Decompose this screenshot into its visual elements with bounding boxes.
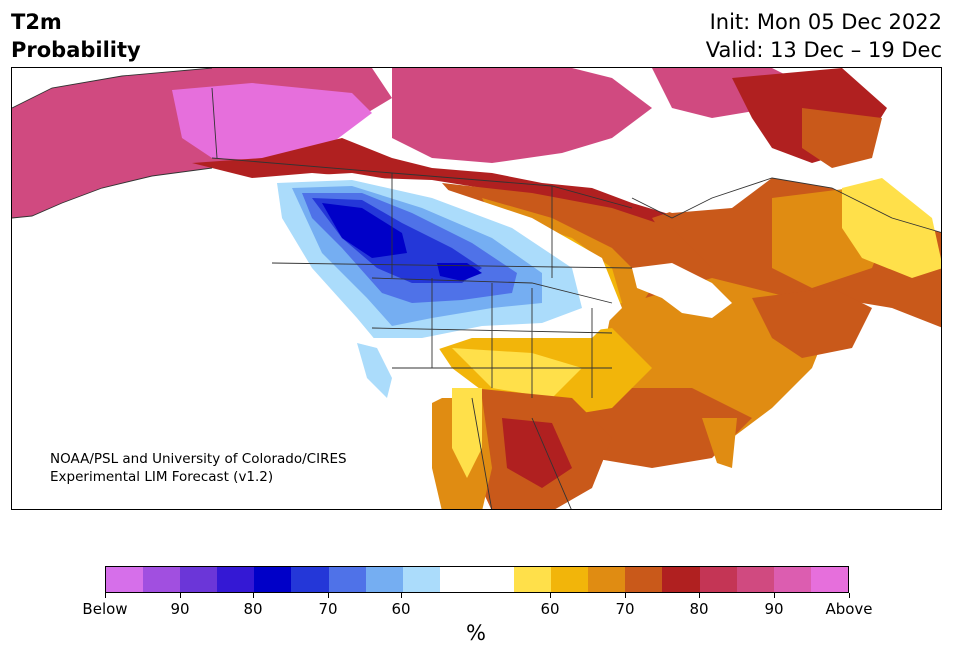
colorbar-swatch <box>699 567 737 592</box>
probability-colorbar <box>105 566 849 593</box>
probability-map <box>12 68 941 509</box>
title-line-1: T2m <box>11 10 62 34</box>
colorbar-tickmark <box>774 593 775 598</box>
colorbar-swatch <box>625 567 663 592</box>
colorbar-swatch <box>143 567 181 592</box>
colorbar-swatch <box>365 567 403 592</box>
colorbar-tickmark <box>550 593 551 598</box>
valid-range: Valid: 13 Dec – 19 Dec <box>705 38 942 62</box>
cold-navy-2 <box>437 263 482 281</box>
great-lakes <box>632 263 732 318</box>
northeast-red <box>752 288 872 358</box>
colorbar-tickmark <box>105 593 106 598</box>
california-blue <box>357 343 392 398</box>
title-line-2: Probability <box>11 38 141 62</box>
credit-line-2: Experimental LIM Forecast (v1.2) <box>50 469 274 485</box>
colorbar-tick-label: 70 <box>615 600 635 618</box>
colorbar-swatch <box>439 567 477 592</box>
colorbar-swatch <box>810 567 848 592</box>
colorbar-tick-label: 60 <box>540 600 560 618</box>
colorbar-swatch <box>180 567 218 592</box>
forecast-dates: Init: Mon 05 Dec 2022 Valid: 13 Dec – 19… <box>706 8 942 64</box>
colorbar-unit: % <box>466 621 486 645</box>
colorbar-swatch <box>476 567 515 592</box>
colorbar-swatch <box>662 567 700 592</box>
colorbar-tickmark <box>401 593 402 598</box>
init-date: Init: Mon 05 Dec 2022 <box>709 10 942 34</box>
plains-yellow <box>452 348 582 398</box>
political-boundaries <box>12 68 941 509</box>
map-panel: NOAA/PSL and University of Colorado/CIRE… <box>11 67 942 510</box>
colorbar-tickmark <box>849 593 850 598</box>
baffin-orange <box>802 108 882 168</box>
hudson-bay <box>612 148 772 213</box>
credit-line-1: NOAA/PSL and University of Colorado/CIRE… <box>50 451 347 467</box>
forecast-credit: NOAA/PSL and University of Colorado/CIRE… <box>50 450 347 486</box>
colorbar-tick-label: 80 <box>689 600 709 618</box>
colorbar-tickmark <box>699 593 700 598</box>
colorbar-tickmark <box>180 593 181 598</box>
colorbar-swatch <box>328 567 366 592</box>
colorbar-tick-label: 70 <box>318 600 338 618</box>
colorbar-tick-label: 90 <box>170 600 190 618</box>
colorbar-tickmark <box>328 593 329 598</box>
colorbar-swatch <box>254 567 292 592</box>
colorbar-swatch <box>291 567 329 592</box>
arctic-islands <box>392 68 652 163</box>
labrador-yellow <box>842 178 941 278</box>
colorbar-tick-label: 60 <box>391 600 411 618</box>
colorbar-swatch <box>514 567 552 592</box>
colorbar-tick-label: 80 <box>243 600 263 618</box>
florida <box>702 418 737 468</box>
alaska-core <box>172 83 372 160</box>
colorbar-swatch <box>402 567 440 592</box>
colorbar-tickmark <box>253 593 254 598</box>
map-title: T2m Probability <box>11 8 141 64</box>
cold-navy <box>322 203 407 258</box>
colorbar-tickmark <box>625 593 626 598</box>
colorbar-swatch <box>106 567 144 592</box>
colorbar-tick-label: Above <box>825 600 873 618</box>
colorbar-swatch <box>217 567 255 592</box>
colorbar-swatch <box>551 567 589 592</box>
yukon-band <box>192 138 682 228</box>
colorbar-swatch <box>588 567 626 592</box>
colorbar-tick-label: Below <box>82 600 128 618</box>
colorbar-tick-label: 90 <box>764 600 784 618</box>
colorbar-swatch <box>773 567 811 592</box>
colorbar-swatch <box>736 567 774 592</box>
